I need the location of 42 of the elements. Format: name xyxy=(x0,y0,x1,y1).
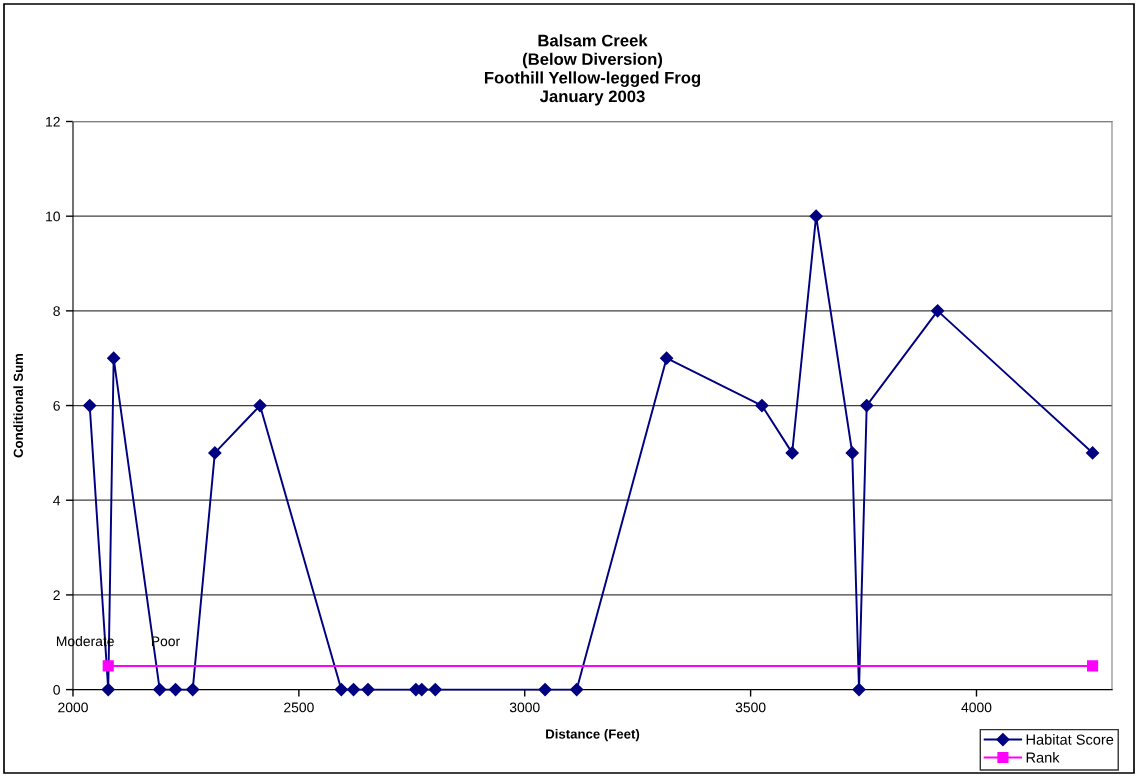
point xyxy=(253,398,267,413)
y-tick-label: 4 xyxy=(53,495,61,506)
point xyxy=(659,351,674,365)
point xyxy=(208,446,222,460)
point xyxy=(107,351,121,365)
point xyxy=(1085,446,1100,460)
y-tick-label: 6 xyxy=(53,400,60,411)
legend-label: Habitat Score xyxy=(1026,734,1114,745)
point xyxy=(755,398,769,413)
point xyxy=(334,683,348,697)
point xyxy=(852,683,866,697)
point xyxy=(346,683,361,697)
x-axis-title: Distance (Feet) xyxy=(546,728,640,742)
point xyxy=(83,398,97,413)
point xyxy=(428,683,442,697)
point xyxy=(186,683,200,697)
chart-title: Balsam Creek (Below Diversion) Foothill Yellow-legged Frog January 2003 xyxy=(484,34,701,106)
point xyxy=(845,446,859,460)
x-tick-label: 4000 xyxy=(961,702,992,713)
y-tick-label: 2 xyxy=(53,590,60,600)
y-tick-label: 12 xyxy=(46,116,60,127)
y-tick-label: 0 xyxy=(53,684,60,695)
legend-label: Rank xyxy=(1026,752,1060,763)
y-tick-label: 8 xyxy=(53,306,60,317)
point xyxy=(101,683,115,697)
y-axis-title: Conditional Sum xyxy=(13,353,23,458)
point xyxy=(538,683,552,697)
x-tick-label: 3500 xyxy=(735,702,766,713)
x-tick-label: 3000 xyxy=(509,702,540,713)
y-tick-label: 10 xyxy=(46,211,60,222)
point xyxy=(931,304,945,318)
x-tick-label: 2000 xyxy=(58,702,88,713)
point xyxy=(570,683,584,697)
point xyxy=(1087,660,1099,672)
point xyxy=(153,683,167,697)
x-tick-label: 2500 xyxy=(284,702,314,713)
point xyxy=(361,683,375,697)
point xyxy=(168,683,183,697)
point xyxy=(860,398,874,413)
point xyxy=(809,209,823,223)
point xyxy=(102,660,114,672)
point xyxy=(785,446,799,460)
